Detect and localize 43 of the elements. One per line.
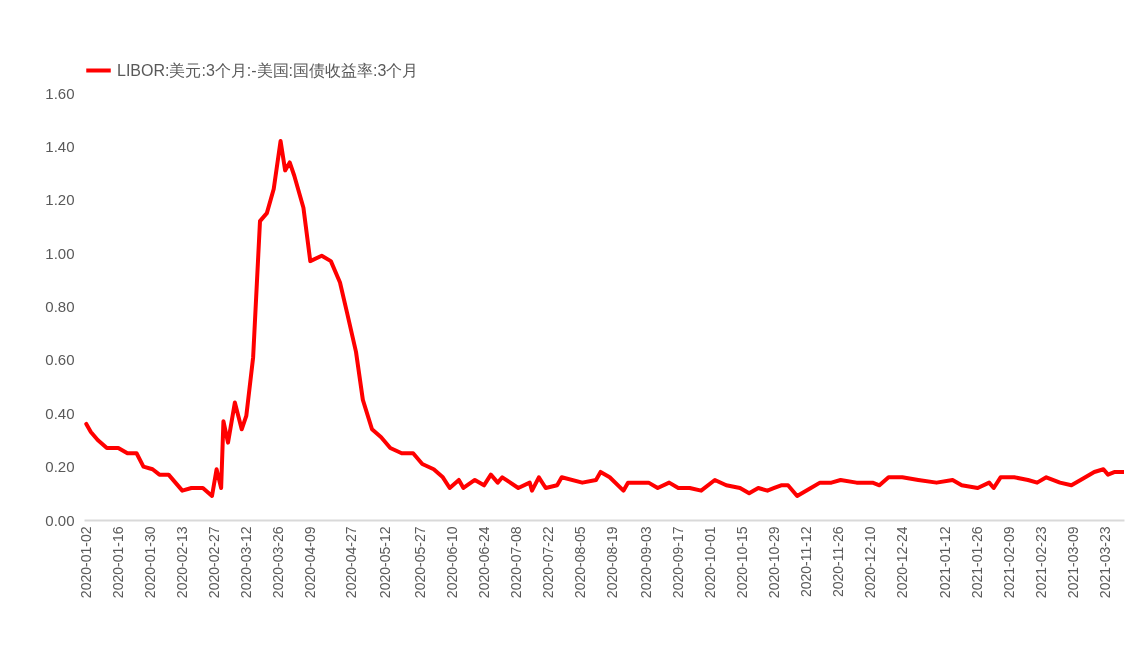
y-tick-label: 1.00 xyxy=(45,244,75,262)
legend-label: LIBOR:美元:3个月:-美国:国债收益率:3个月 xyxy=(117,61,419,79)
y-tick-label: 0.20 xyxy=(45,458,75,476)
x-tick-label: 2020-04-27 xyxy=(342,526,359,599)
x-tick-label: 2020-12-10 xyxy=(861,526,878,599)
x-tick-label: 2020-03-26 xyxy=(269,526,286,599)
x-tick-label: 2020-09-03 xyxy=(637,526,654,599)
x-tick-label: 2020-10-01 xyxy=(701,526,718,599)
x-tick-label: 2020-04-09 xyxy=(301,526,318,599)
x-tick-label: 2021-02-09 xyxy=(1001,526,1018,599)
x-tick-label: 2020-02-27 xyxy=(205,526,222,599)
x-tick-label: 2020-05-27 xyxy=(411,526,428,599)
x-tick-label: 2020-01-16 xyxy=(109,526,126,599)
x-tick-label: 2021-01-12 xyxy=(937,526,954,599)
x-tick-label: 2020-12-24 xyxy=(893,526,910,599)
y-tick-label: 1.60 xyxy=(45,84,75,102)
x-tick-label: 2020-08-05 xyxy=(571,526,588,599)
x-tick-label: 2020-03-12 xyxy=(237,526,254,599)
x-tick-label: 2020-01-02 xyxy=(77,526,94,599)
x-tick-label: 2020-06-24 xyxy=(475,526,492,599)
y-tick-label: 1.20 xyxy=(45,191,75,209)
x-tick-label: 2020-08-19 xyxy=(603,526,620,599)
x-tick-label: 2020-06-10 xyxy=(443,526,460,599)
x-tick-label: 2020-02-13 xyxy=(173,526,190,599)
y-tick-label: 0.00 xyxy=(45,511,75,529)
x-tick-label: 2020-07-08 xyxy=(507,526,524,599)
y-tick-label: 1.40 xyxy=(45,137,75,155)
x-tick-label: 2020-07-22 xyxy=(539,526,556,599)
x-tick-label: 2021-03-09 xyxy=(1065,526,1082,599)
y-tick-label: 0.60 xyxy=(45,351,75,369)
x-tick-label: 2020-01-30 xyxy=(141,526,158,599)
y-tick-label: 0.40 xyxy=(45,404,75,422)
x-tick-label: 2020-10-15 xyxy=(733,526,750,599)
x-tick-label: 2020-10-29 xyxy=(765,526,782,599)
x-tick-label: 2020-05-12 xyxy=(377,526,394,599)
x-tick-label: 2020-09-17 xyxy=(669,526,686,599)
x-tick-label: 2020-11-12 xyxy=(797,526,814,598)
x-tick-label: 2021-03-23 xyxy=(1097,526,1114,599)
y-tick-label: 0.80 xyxy=(45,298,75,315)
line-series xyxy=(84,139,1124,498)
x-tick-label: 2021-02-23 xyxy=(1033,526,1050,599)
x-tick-label: 2020-11-26 xyxy=(829,526,846,598)
x-tick-label: 2021-01-26 xyxy=(969,526,986,599)
